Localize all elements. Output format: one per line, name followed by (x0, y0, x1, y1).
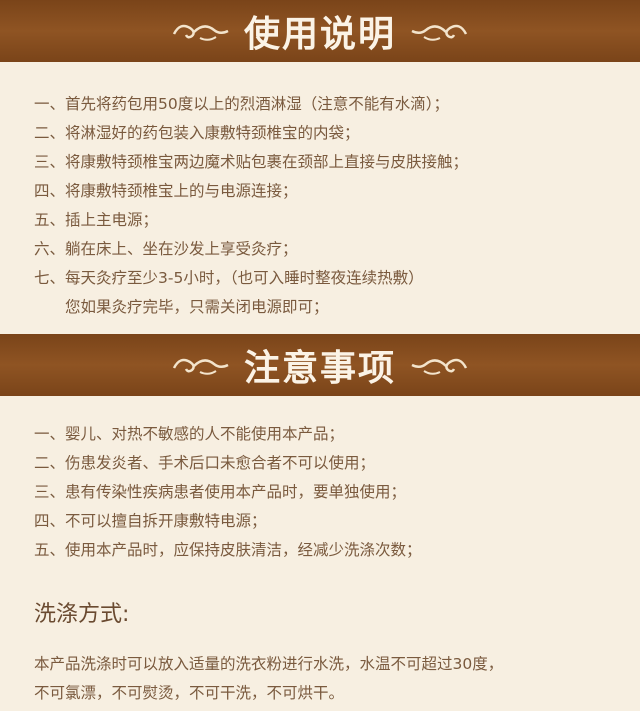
list-item-continuation: 您如果灸疗完毕，只需关闭电源即可； (65, 298, 329, 316)
washing-line: 不可氯漂，不可熨烫，不可干洗，不可烘干。 (34, 684, 345, 702)
cloud-swirl-left-icon (172, 358, 229, 375)
cloud-swirl-right-icon (411, 358, 468, 375)
list-item: 五、使用本产品时，应保持皮肤清洁，经减少洗涤次数； (34, 541, 422, 559)
notes-banner: 注意事项 (0, 334, 640, 396)
list-item: 一、婴儿、对热不敏感的人不能使用本产品； (34, 425, 345, 443)
list-item: 五、插上主电源； (34, 211, 159, 229)
usage-title: 使用说明 (243, 14, 396, 55)
list-item: 四、不可以擅自拆开康敷特电源； (34, 512, 267, 530)
notes-list: 一、婴儿、对热不敏感的人不能使用本产品； 二、伤患发炎者、手术后口未愈合者不可以… (34, 420, 614, 565)
list-item: 四、将康敷特颈椎宝上的与电源连接； (34, 182, 298, 200)
notes-title: 注意事项 (243, 348, 396, 389)
washing-instructions: 本产品洗涤时可以放入适量的洗衣粉进行水洗，水温不可超过30度， 不可氯漂，不可熨… (34, 650, 614, 708)
list-item: 二、伤患发炎者、手术后口未愈合者不可以使用； (34, 454, 376, 472)
list-item: 二、将淋湿好的药包装入康敷特颈椎宝的内袋； (34, 124, 360, 142)
list-item: 三、患有传染性疾病患者使用本产品时，要单独使用； (34, 483, 407, 501)
list-item: 一、首先将药包用50度以上的烈酒淋湿（注意不能有水滴）； (34, 95, 449, 113)
usage-banner: 使用说明 (0, 0, 640, 62)
cloud-swirl-right-icon (411, 24, 468, 41)
usage-list: 一、首先将药包用50度以上的烈酒淋湿（注意不能有水滴）； 二、将淋湿好的药包装入… (34, 90, 614, 322)
list-item: 三、将康敷特颈椎宝两边魔术贴包裹在颈部上直接与皮肤接触； (34, 153, 469, 171)
list-item: 六、躺在床上、坐在沙发上享受灸疗； (34, 240, 298, 258)
washing-line: 本产品洗涤时可以放入适量的洗衣粉进行水洗，水温不可超过30度， (34, 655, 504, 673)
cloud-swirl-left-icon (172, 24, 229, 41)
washing-heading: 洗涤方式: (34, 602, 130, 627)
list-item: 七、每天灸疗至少3-5小时，（也可入睡时整夜连续热敷） (34, 269, 424, 287)
